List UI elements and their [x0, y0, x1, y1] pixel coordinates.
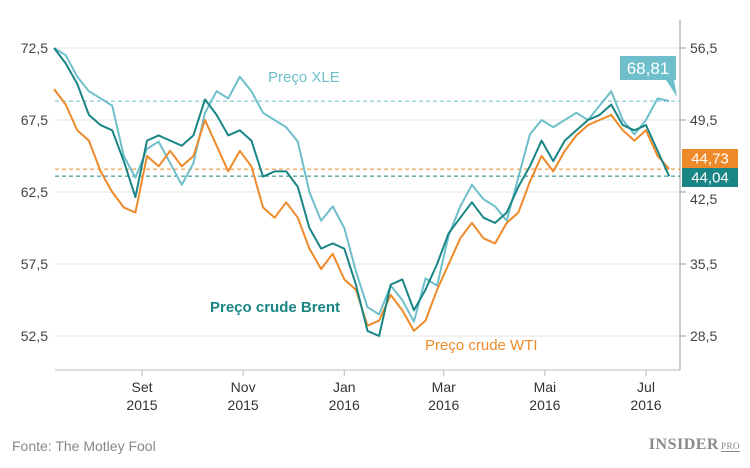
left-tick-label: 62,5 — [21, 184, 48, 200]
right-tick-label: 35,5 — [690, 256, 717, 272]
x-tick-label: 2015 — [228, 397, 259, 413]
last-value-text: 44,04 — [691, 170, 729, 187]
x-tick-label: 2016 — [428, 397, 459, 413]
x-tick-label: Jan — [333, 379, 356, 395]
series-line-1 — [53, 47, 671, 337]
left-tick-label: 67,5 — [21, 112, 48, 128]
last-value-badge — [682, 149, 738, 168]
x-tick-label: 2016 — [630, 397, 661, 413]
right-tick-label: 28,5 — [690, 328, 717, 344]
right-tick-label: 49,5 — [690, 112, 717, 128]
source-note: Fonte: The Motley Fool — [12, 438, 156, 454]
series-line-2 — [53, 88, 670, 332]
right-tick-label: 56,5 — [690, 40, 717, 56]
series-line-0 — [53, 47, 670, 323]
insider-pro-logo: INSIDER PRO — [648, 436, 740, 453]
x-tick-label: 2016 — [529, 397, 560, 413]
series-label: Preço crude Brent — [210, 299, 340, 316]
series-label: Preço XLE — [268, 69, 340, 86]
x-tick-label: 2015 — [126, 397, 157, 413]
left-tick-label: 72,5 — [21, 40, 48, 56]
line-chart: 72,5 67,5 62,5 57,5 52,5 56,5 49,5 42,5 35,5 28,5… — [21, 20, 738, 413]
last-value-text: 44,73 — [691, 151, 729, 168]
series-label: Preço crude WTI — [425, 337, 538, 354]
last-value-text: 68,81 — [627, 59, 670, 78]
last-value-badge — [682, 168, 738, 187]
x-tick-label: Mar — [432, 379, 456, 395]
left-tick-label: 57,5 — [21, 256, 48, 272]
left-tick-label: 52,5 — [21, 328, 48, 344]
x-tick-label: Set — [131, 379, 152, 395]
badge-pointer — [666, 80, 677, 97]
x-tick-label: Mai — [534, 379, 557, 395]
x-tick-label: 2016 — [329, 397, 360, 413]
x-tick-label: Nov — [231, 379, 256, 395]
right-tick-label: 42,5 — [690, 191, 717, 207]
x-tick-label: Jul — [637, 379, 655, 395]
last-value-badge — [620, 56, 676, 80]
